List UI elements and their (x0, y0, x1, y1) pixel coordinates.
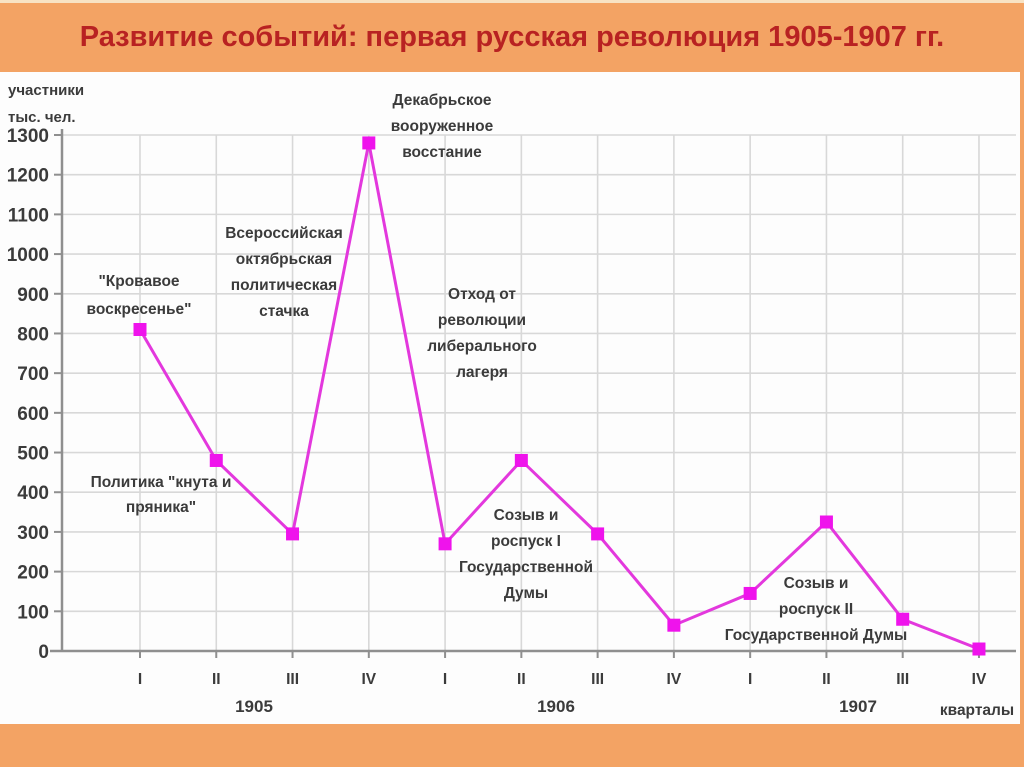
y-tick-label: 600 (17, 404, 49, 425)
chart-annotation: "Кровавое воскресенье" (87, 273, 192, 318)
chart-annotation: Политика "кнута и пряника" (91, 474, 232, 516)
y-tick-label: 100 (17, 602, 49, 623)
x-axis-title: кварталы (940, 702, 1014, 719)
y-tick-label: 1100 (8, 205, 49, 226)
data-point-marker (972, 642, 986, 656)
data-point-marker (819, 515, 833, 529)
x-tick-label: I (138, 671, 142, 688)
data-point-marker (514, 453, 528, 467)
data-point-marker (667, 618, 681, 632)
x-tick-label: I (443, 671, 447, 688)
y-tick-label: 1200 (7, 166, 49, 187)
x-tick-label: III (896, 671, 909, 688)
data-point-marker (286, 527, 300, 541)
data-point-marker (438, 537, 452, 551)
x-tick-label: II (822, 671, 831, 688)
y-tick-label: 1300 (7, 126, 49, 147)
x-tick-label: II (517, 671, 526, 688)
y-tick-label: 500 (17, 444, 49, 465)
x-tick-label: III (591, 671, 604, 688)
x-tick-label: III (286, 671, 299, 688)
x-tick-label: IV (361, 671, 376, 688)
y-tick-label: 400 (17, 483, 49, 504)
data-point-marker (896, 612, 910, 626)
y-axis-title: участники (8, 82, 84, 99)
line-chart: 0 100 200 300 400 500 600 700 800 900 1000 1100 1200… (7, 82, 1016, 719)
data-point-marker (133, 322, 147, 336)
chart-annotation: Отход от революции либерального лагеря (427, 286, 537, 381)
x-tick-label: II (212, 671, 221, 688)
data-point-marker (591, 527, 605, 541)
y-tick-label: 200 (17, 563, 49, 584)
y-tick-label: 1000 (7, 245, 49, 266)
year-label: 1905 (235, 697, 273, 716)
slide-title: Развитие событий: первая русская революц… (79, 21, 945, 53)
data-line (138, 142, 980, 651)
y-tick-label: 800 (17, 324, 49, 345)
chart-annotation: Созыв и роспуск I Государственной Думы (459, 507, 593, 602)
right-strip (1020, 72, 1024, 724)
y-tick-label: 900 (17, 285, 49, 306)
y-axis-title: тыс. чел. (8, 109, 76, 126)
y-tick-label: 0 (38, 642, 49, 663)
y-tick-label: 300 (17, 523, 49, 544)
chart-annotation: Декабрьское вооруженное восстание (391, 92, 494, 161)
year-label: 1907 (839, 697, 877, 716)
title-bar: Развитие событий: первая русская революц… (0, 0, 1024, 72)
bottom-strip (0, 724, 1024, 767)
x-tick-label: IV (972, 671, 987, 688)
x-tick-label: I (748, 671, 752, 688)
y-tick-label: 700 (17, 364, 49, 385)
year-label: 1906 (537, 697, 575, 716)
x-tick-label: IV (667, 671, 682, 688)
data-point-marker (209, 453, 223, 467)
chart-panel: 0 100 200 300 400 500 600 700 800 900 1000 1100 1200… (0, 72, 1020, 724)
chart-annotation: Созыв и роспуск II Государственной Думы (725, 575, 908, 644)
chart-annotation: Всероссийская октябрьская политическая стач… (225, 225, 343, 320)
data-point-marker (362, 136, 376, 150)
data-point-marker (743, 586, 757, 600)
